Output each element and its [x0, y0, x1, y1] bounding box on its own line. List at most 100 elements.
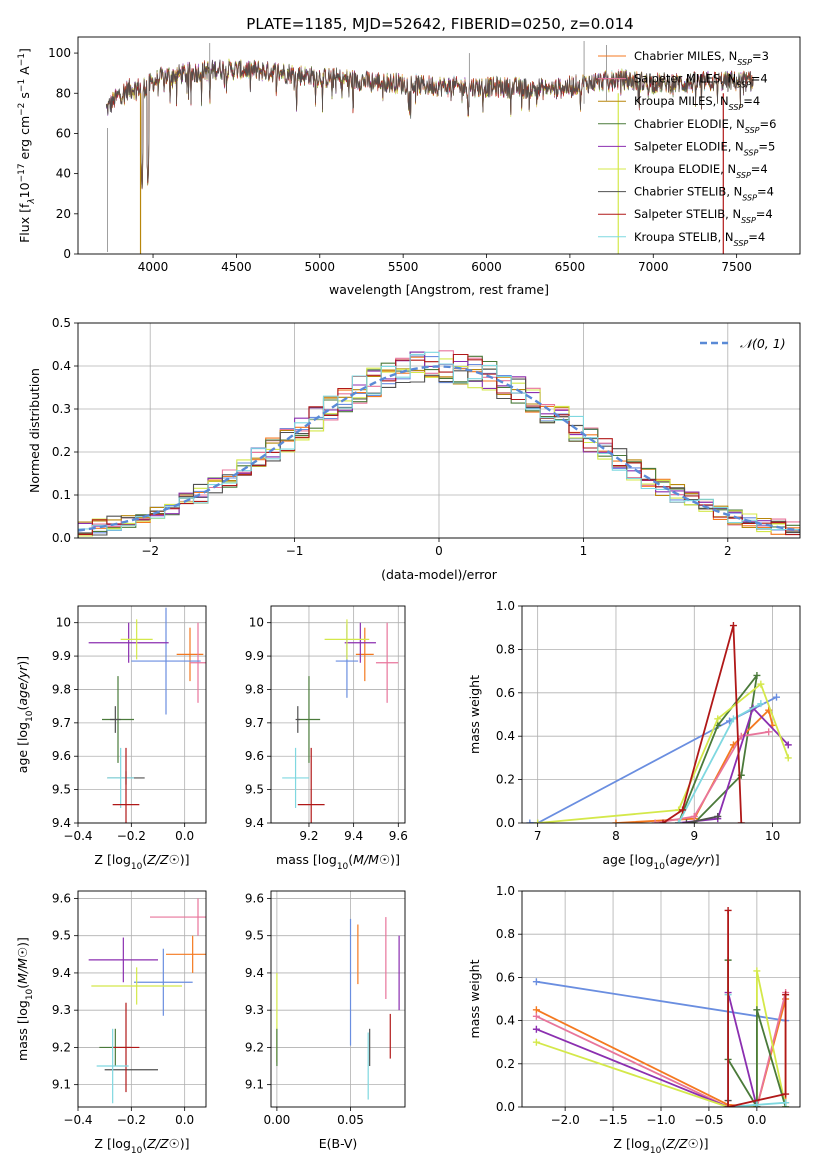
- plot-area: [88, 898, 206, 1104]
- y-tick-label: 0.0: [52, 531, 71, 545]
- y-tick-label: 0.2: [496, 1057, 515, 1071]
- axes-frame: [270, 890, 406, 1108]
- axes-frame: [521, 890, 801, 1108]
- mass-weight-line: [536, 980, 786, 1022]
- y-tick-label: 9.4: [245, 816, 264, 830]
- y-tick-label: 9.6: [245, 749, 264, 763]
- x-tick-label: 7000: [638, 260, 669, 274]
- x-axis-label: Z [log10(Z/Z☉)]: [94, 1136, 189, 1156]
- x-axis-label: E(B-V): [319, 1136, 358, 1151]
- y-tick-label: 9.2: [245, 1040, 264, 1054]
- y-axis-label: mass weight: [467, 675, 482, 754]
- y-tick-label: 0.0: [496, 816, 515, 830]
- plot-area: [276, 917, 400, 1100]
- x-tick-label: 4500: [221, 260, 252, 274]
- mass-weight-marker: [612, 819, 620, 823]
- x-axis-label: (data-model)/error: [381, 567, 498, 582]
- y-tick-label: 9.9: [245, 649, 264, 663]
- gaussian-curve: [78, 365, 800, 532]
- y-tick-label: 0.4: [496, 729, 515, 743]
- x-tick-label: 0: [435, 544, 443, 558]
- x-tick-label: 5000: [305, 260, 336, 274]
- mass-weight-marker: [679, 806, 687, 814]
- x-tick-label: 0.00: [264, 1113, 291, 1127]
- y-tick-label: 9.5: [245, 929, 264, 943]
- y-tick-label: 0.2: [496, 773, 515, 787]
- x-tick-label: 8: [612, 829, 620, 843]
- x-axis-label: age [log10(age/yr)]: [602, 852, 719, 872]
- x-tick-label: −2: [141, 544, 159, 558]
- mass-weight-marker: [784, 741, 792, 749]
- x-tick-label: −2.0: [551, 1113, 580, 1127]
- plot-area: [526, 622, 792, 823]
- legend-label: Salpeter MILES, NSSP=4: [634, 72, 768, 90]
- mass-weight-marker: [532, 1006, 540, 1014]
- x-axis-label: mass [log10(M/M☉)]: [276, 852, 400, 872]
- x-tick-label: 0.0: [175, 829, 194, 843]
- x-axis-label: wavelength [Angstrom, rest frame]: [329, 282, 549, 297]
- x-tick-label: 6500: [555, 260, 586, 274]
- y-axis-label: mass weight: [467, 959, 482, 1038]
- mass-weight-marker: [753, 1101, 761, 1107]
- age-vs-mass-panel: 9.2 9.4 9.6 9.4 9.5 9.6 9.7 9.8 9.9 10 mass [log10…: [245, 605, 408, 872]
- x-tick-label: −1: [286, 544, 304, 558]
- x-tick-label: 9: [690, 829, 698, 843]
- x-tick-label: 9.2: [299, 829, 318, 843]
- y-tick-label: 9.6: [52, 891, 71, 905]
- x-tick-label: 2: [724, 544, 732, 558]
- mass-weight-marker: [724, 1103, 732, 1107]
- y-tick-label: 9.8: [52, 682, 71, 696]
- y-tick-label: 0.8: [496, 927, 515, 941]
- y-tick-label: 0.3: [52, 402, 71, 416]
- mass-weight-marker: [729, 715, 737, 723]
- y-tick-label: 0.6: [496, 970, 515, 984]
- y-tick-label: 40: [56, 167, 71, 181]
- spectrum-legend: Chabrier MILES, NSSP=3 Salpeter MILES, NS…: [598, 49, 776, 247]
- y-tick-label: 0.4: [496, 1014, 515, 1028]
- mass-weight-marker: [757, 680, 765, 688]
- x-tick-label: 0.0: [175, 1113, 194, 1127]
- mass-weight-marker: [682, 819, 690, 823]
- x-tick-label: 10: [765, 829, 780, 843]
- axes-frame: [77, 36, 801, 255]
- y-tick-label: 9.7: [245, 716, 264, 730]
- legend-label: Chabrier STELIB, NSSP=4: [634, 185, 774, 203]
- y-tick-label: 9.5: [245, 783, 264, 797]
- mass-weight-marker: [765, 728, 773, 736]
- y-tick-label: 100: [48, 46, 71, 60]
- mass-weight-marker: [724, 906, 732, 914]
- mass-weight-line: [662, 624, 743, 823]
- x-tick-label: −0.5: [694, 1113, 723, 1127]
- legend-label: Salpeter STELIB, NSSP=4: [634, 207, 773, 225]
- residuals-panel: −2 −1 0 1 2 0.0 0.1 0.2 0.3 0.4 0.5 (data-model)/er…: [27, 316, 801, 582]
- y-tick-label: 9.1: [245, 1078, 264, 1092]
- mass-weight-marker: [729, 622, 737, 630]
- age-vs-z-panel: −0.4 −0.2 0.0 9.4 9.5 9.6 9.7 9.8 9.9 10 Z [log10(…: [15, 605, 207, 872]
- y-tick-label: 9.6: [52, 749, 71, 763]
- y-tick-label: 0: [63, 247, 71, 261]
- mass-weight-vs-age-panel: 7 8 9 10 0.0 0.2 0.4 0.6 0.8 1.0 age [log10(age/yr…: [467, 599, 801, 872]
- y-tick-label: 9.2: [52, 1040, 71, 1054]
- y-tick-label: 0.8: [496, 642, 515, 656]
- x-tick-label: 4000: [138, 260, 169, 274]
- x-tick-label: −0.2: [117, 829, 146, 843]
- y-tick-label: 9.1: [52, 1078, 71, 1092]
- x-tick-label: 9.6: [389, 829, 408, 843]
- y-axis-label: Flux [fλ10−17 erg cm−2 s−1 A−1]: [17, 48, 37, 243]
- mass-weight-marker: [737, 819, 745, 823]
- figure-title: PLATE=1185, MJD=52642, FIBERID=0250, z=0…: [246, 15, 633, 33]
- mass-weight-marker: [782, 991, 790, 999]
- y-tick-label: 20: [56, 207, 71, 221]
- mass-weight-marker: [532, 1038, 540, 1046]
- legend-label: Kroupa ELODIE, NSSP=4: [634, 162, 768, 180]
- y-tick-label: 60: [56, 126, 71, 140]
- y-tick-label: 9.6: [245, 891, 264, 905]
- mass-weight-marker: [714, 715, 722, 723]
- x-tick-label: 0.0: [747, 1113, 766, 1127]
- y-tick-label: 9.3: [52, 1003, 71, 1017]
- x-axis-label: Z [log10(Z/Z☉)]: [613, 1136, 708, 1156]
- plot-area: [282, 619, 399, 823]
- mass-weight-marker: [532, 1012, 540, 1020]
- x-tick-label: −0.4: [63, 1113, 92, 1127]
- legend-label: Chabrier ELODIE, NSSP=6: [634, 117, 776, 135]
